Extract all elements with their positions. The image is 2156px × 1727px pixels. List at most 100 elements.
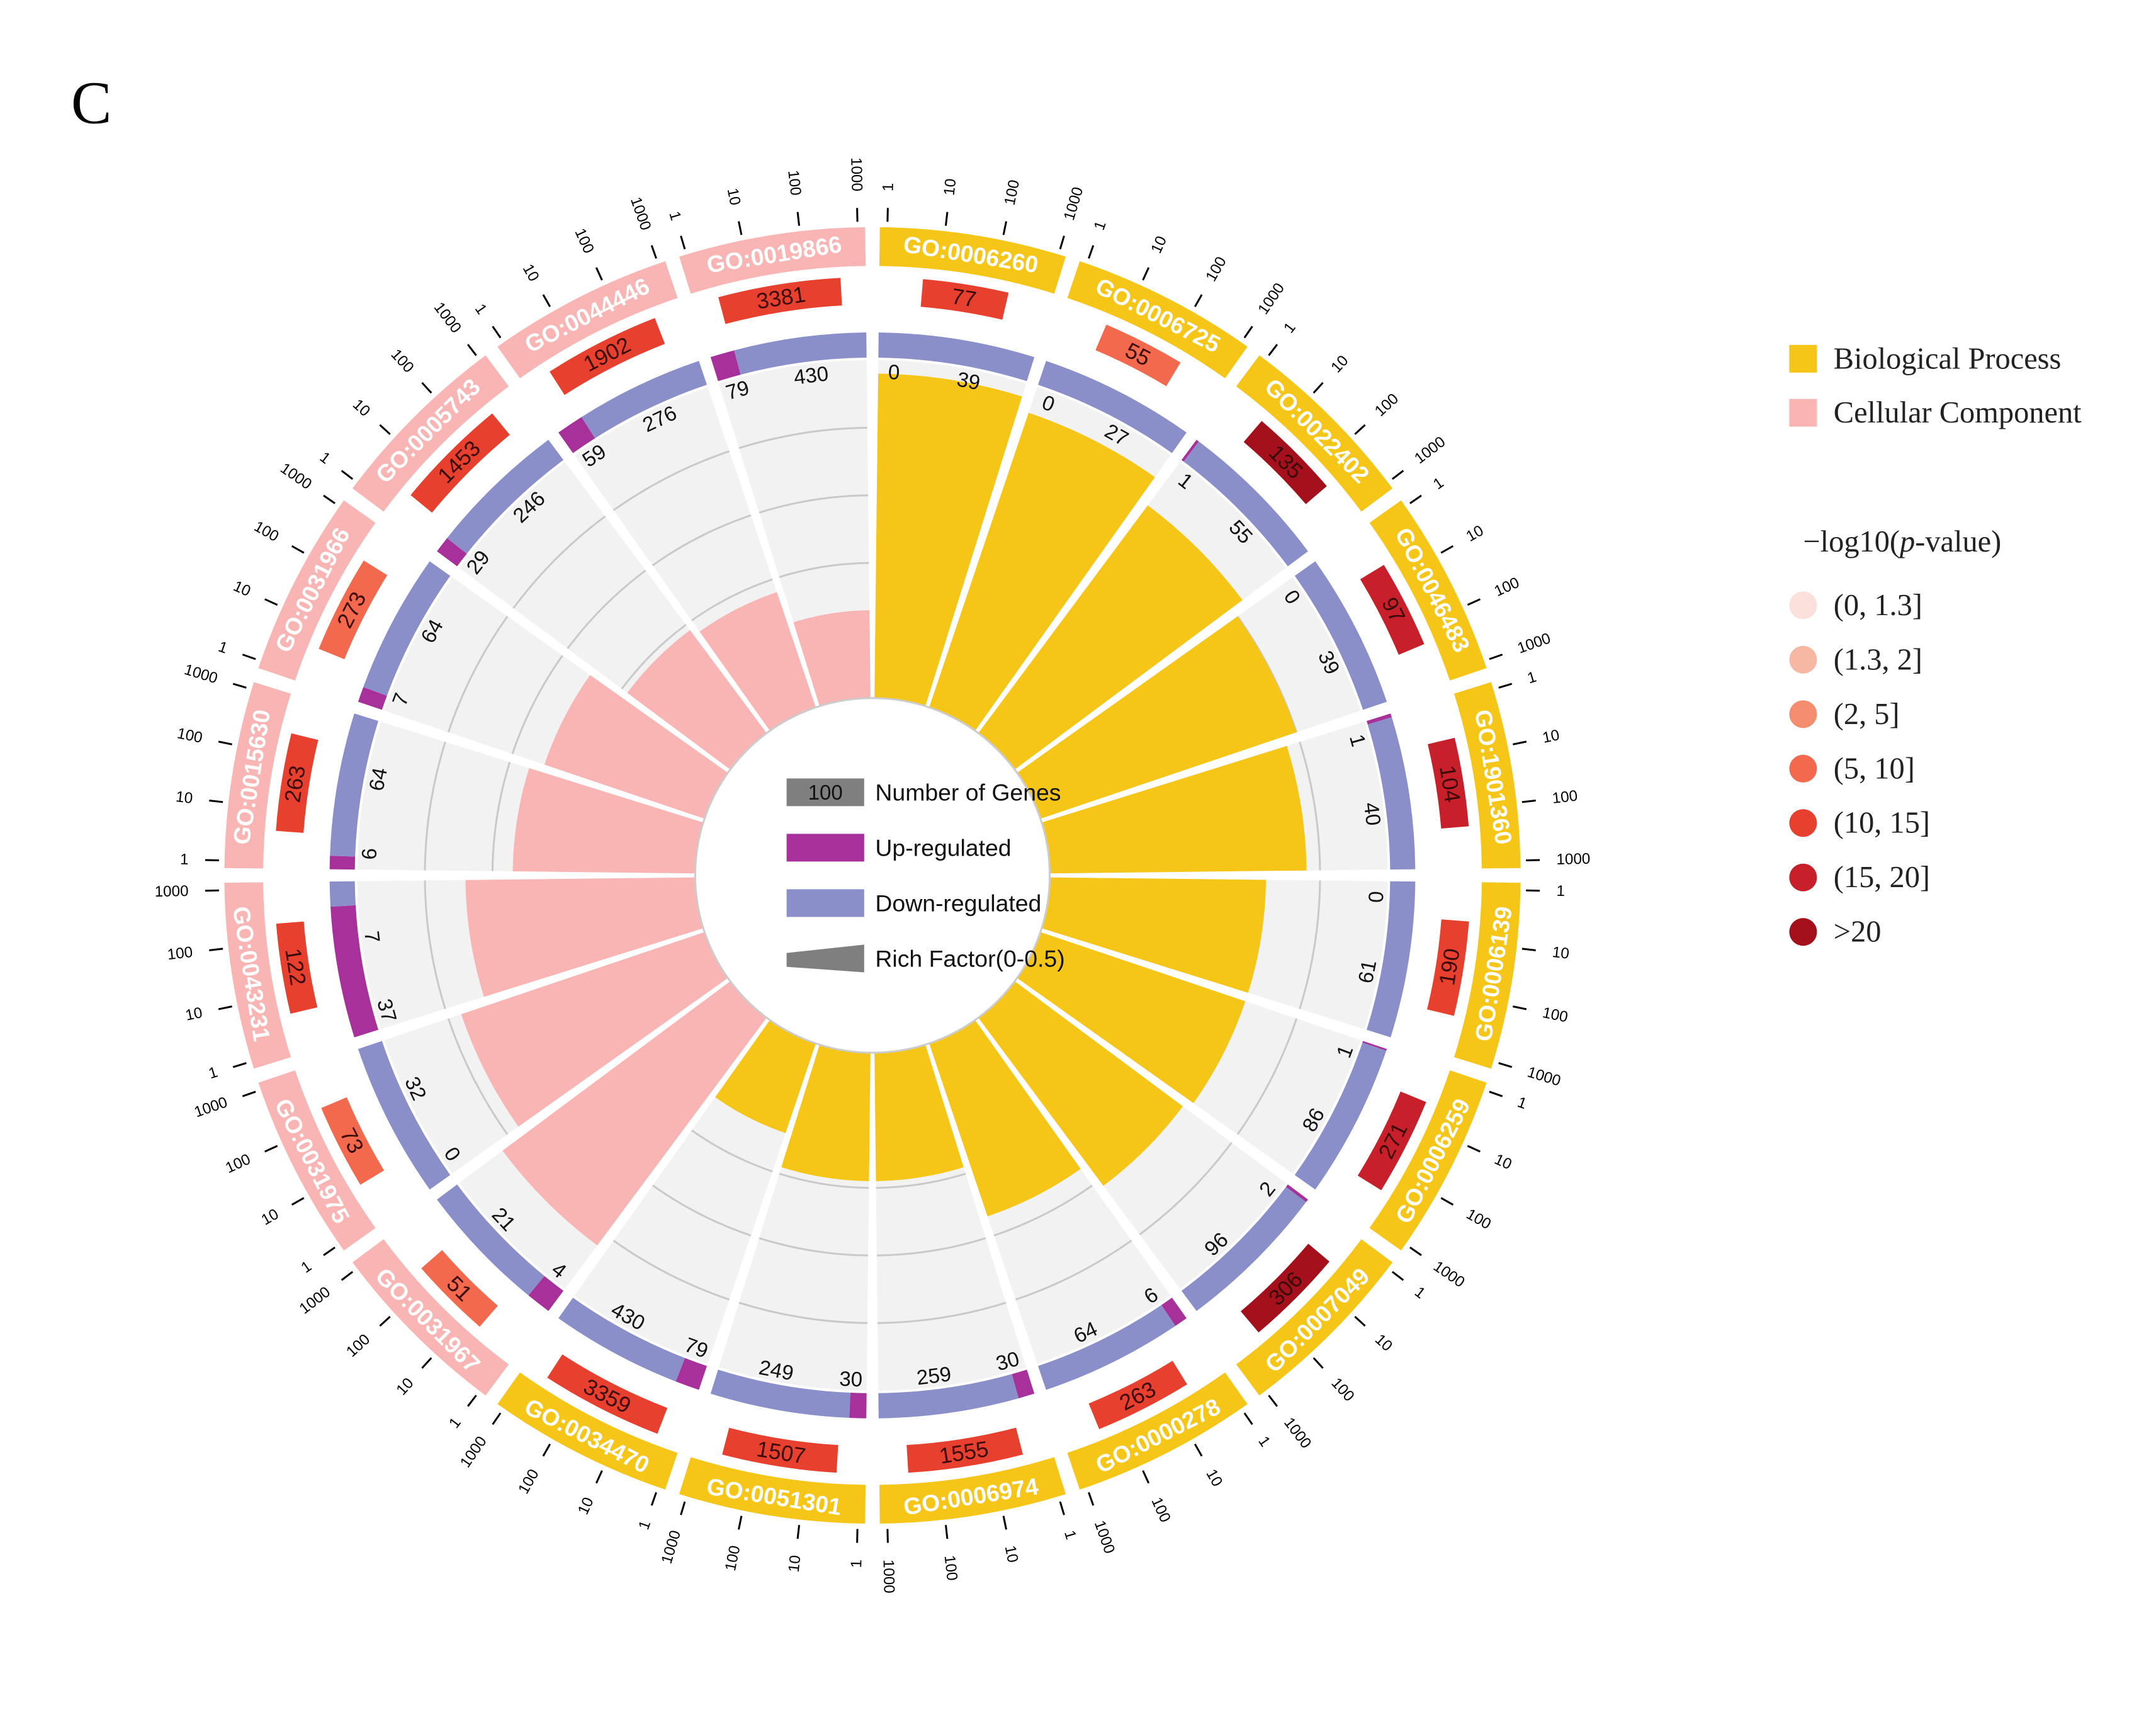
rich-gridline xyxy=(424,880,446,1009)
rich-gridline xyxy=(567,569,646,649)
down-regulated-bar xyxy=(447,439,564,554)
go-label-band xyxy=(1067,1372,1248,1490)
scale-tick xyxy=(242,1090,256,1097)
rich-factor-bar xyxy=(978,505,1243,770)
pvalue-legend-title: −log10(p-value) xyxy=(1803,525,2001,558)
rich-factor-bar xyxy=(793,610,871,706)
scale-tick-label: 1 xyxy=(1515,1094,1529,1113)
up-regulated-bar xyxy=(329,856,356,870)
rich-gridline xyxy=(491,761,511,871)
scale-tick xyxy=(796,212,801,226)
rich-gridline xyxy=(447,616,509,733)
rich-factor-bar xyxy=(699,592,816,731)
up-regulated-bar xyxy=(1362,1041,1387,1051)
scale-tick-label: 100 xyxy=(1464,1206,1494,1233)
go-label-band xyxy=(679,1457,866,1524)
scale-tick-label: 1 xyxy=(1430,474,1447,493)
scale-tick xyxy=(1354,424,1366,435)
rich-factor-bar xyxy=(978,981,1183,1186)
rich-factor-bar xyxy=(544,675,728,819)
scale-tick-label: 1 xyxy=(1280,319,1299,336)
scale-tick-label: 10 xyxy=(393,1374,417,1398)
legend-down-swatch xyxy=(786,889,864,917)
rich-gridline xyxy=(612,1240,730,1301)
scale-tick-label: 1 xyxy=(206,1063,220,1082)
scale-tick-label: 1000 xyxy=(847,157,865,191)
scale-tick-label: 10 xyxy=(940,178,959,196)
scale-tick xyxy=(856,1529,859,1543)
total-genes-bar xyxy=(421,1250,498,1327)
rich-factor-bar xyxy=(1041,877,1267,993)
go-label-band xyxy=(352,1239,509,1396)
total-genes-bar xyxy=(1360,565,1425,655)
scale-tick xyxy=(466,1395,477,1407)
scale-tick xyxy=(209,948,223,951)
rich-factor-bar xyxy=(874,373,1022,706)
scale-tick-label: 10 xyxy=(230,577,253,600)
scale-tick-label: 100 xyxy=(1492,574,1522,600)
scale-tick-label: 10 xyxy=(1492,1151,1515,1174)
scale-tick-label: 10 xyxy=(1464,522,1487,545)
scale-tick-label: 1 xyxy=(665,210,684,223)
center-legend: 100 Number of Genes Up-regulated Down-regul… xyxy=(786,778,1065,973)
scale-tick xyxy=(1142,267,1150,281)
scale-tick-label: 1000 xyxy=(1556,851,1590,868)
scale-tick xyxy=(944,212,949,226)
down-regulated-bar xyxy=(1183,441,1308,567)
rich-gridline xyxy=(759,494,869,514)
scale-tick-label: 1000 xyxy=(277,460,315,493)
scale-tick xyxy=(680,1501,686,1515)
go-label-band xyxy=(258,1070,376,1251)
scale-tick xyxy=(232,682,247,689)
scale-tick-label: 100 xyxy=(223,1151,253,1177)
scale-tick-label: 100 xyxy=(1202,254,1229,284)
down-regulated-bar xyxy=(358,1041,451,1190)
scale-tick xyxy=(595,1470,603,1484)
scale-tick xyxy=(264,598,278,606)
scale-tick xyxy=(1526,859,1540,862)
go-label-band xyxy=(497,1372,678,1490)
scale-tick xyxy=(1059,235,1065,250)
up-count-label: 6 xyxy=(357,847,381,860)
rich-factor-bar xyxy=(781,1045,871,1181)
scale-tick-label: 10 xyxy=(1372,1331,1396,1355)
total-genes-label: 77 xyxy=(950,284,978,312)
scale-tick xyxy=(1467,598,1481,606)
total-genes-bar xyxy=(276,733,319,833)
pvalue-bin-label: (15, 20] xyxy=(1834,861,1930,894)
legend-down-label: Down-regulated xyxy=(875,890,1041,916)
up-regulated-bar xyxy=(358,687,387,710)
scale-tick-label: 100 xyxy=(387,346,417,376)
go-label-band xyxy=(1453,882,1521,1069)
scale-tick-label: 10 xyxy=(519,261,543,285)
scale-tick-label: 100 xyxy=(1002,178,1024,207)
rich-gridline xyxy=(738,426,867,450)
down-regulated-bar xyxy=(1037,1305,1176,1390)
scale-tick xyxy=(1489,654,1503,660)
scale-tick-label: 100 xyxy=(515,1466,542,1497)
rich-factor-bar xyxy=(461,932,728,1127)
rich-gridline xyxy=(691,578,773,621)
scale-tick xyxy=(1354,1316,1366,1327)
scale-tick-label: 100 xyxy=(722,1544,744,1572)
rich-factor-bar xyxy=(1041,745,1307,874)
scale-tick-label: 1 xyxy=(1411,1284,1428,1303)
legend-genes-badge: 100 xyxy=(808,781,843,804)
total-genes-label: 122 xyxy=(280,947,310,987)
rich-gridline xyxy=(1299,741,1321,871)
pvalue-bin-dot xyxy=(1789,754,1817,783)
scale-tick xyxy=(1312,382,1324,394)
total-genes-bar xyxy=(906,1427,1024,1473)
scale-tick xyxy=(492,326,502,339)
down-regulated-bar xyxy=(581,361,708,439)
scale-tick-label: 100 xyxy=(176,725,204,747)
rich-gridline xyxy=(652,514,752,567)
scale-tick-label: 1000 xyxy=(1430,1258,1468,1291)
scale-tick-label: 100 xyxy=(166,944,193,963)
total-genes-bar xyxy=(1243,421,1327,504)
